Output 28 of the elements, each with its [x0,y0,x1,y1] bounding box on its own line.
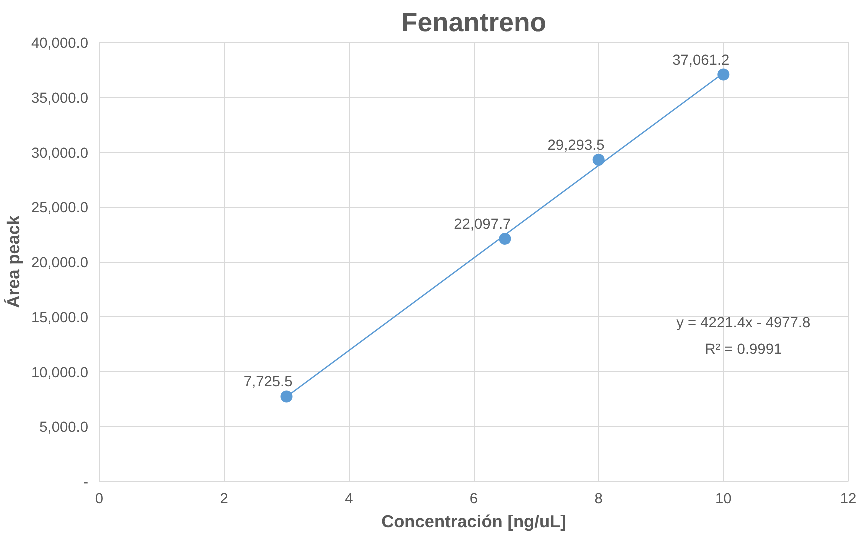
x-tick-label: 2 [220,492,228,508]
x-tick-label: 10 [716,492,732,508]
x-tick-label: 4 [345,492,354,508]
x-tick-label: 6 [470,492,478,508]
y-tick-label: 5,000.0 [40,420,89,436]
data-label: 29,293.5 [548,138,605,154]
y-tick-label: 40,000.0 [31,36,89,52]
y-tick-label: 20,000.0 [31,256,89,272]
y-tick-label: - [84,475,89,491]
x-tick-label: 8 [594,492,603,508]
point [280,390,293,403]
data-label: 7,725.5 [244,374,293,391]
y-tick-label: 15,000.0 [31,310,89,326]
x-axis-title: Concentración [ng/uL] [382,512,566,532]
point [718,68,730,81]
data-label: 37,061.2 [672,52,730,69]
annotation: R² = 0.9991 [705,342,782,358]
x-tick-label: 0 [95,492,104,508]
data-label: 22,097.7 [454,216,512,233]
y-axis-title: Área peack [3,215,24,308]
y-tick-label: 35,000.0 [31,90,89,107]
point [592,154,605,166]
chart-title: Fenantreno [401,8,547,38]
y-tick-label: 25,000.0 [31,200,89,217]
x-tick-label: 12 [840,492,857,508]
annotation: y = 4221.4x - 4977.8 [676,315,811,332]
y-tick-label: 30,000.0 [31,146,89,162]
y-tick-label: 10,000.0 [31,365,89,382]
